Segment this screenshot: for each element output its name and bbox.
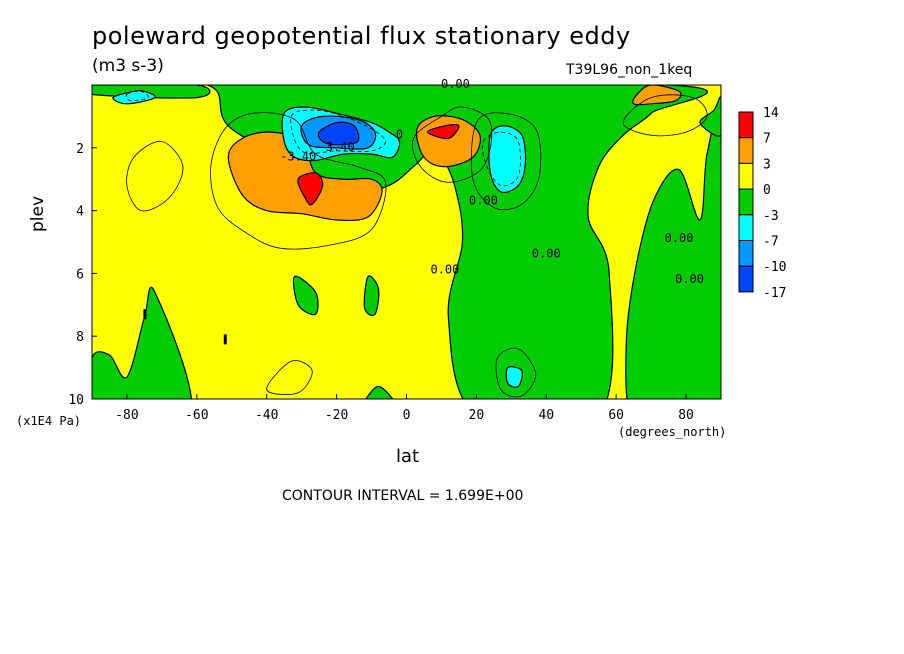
contour-line-layer — [125, 90, 708, 398]
contour-labels: 0.00 -3.40-3.40 0.00 0.00 0.00 0.00 0.00 0 — [280, 77, 704, 286]
region-negative — [92, 286, 192, 399]
region-7-to-14 — [297, 172, 324, 206]
legend-swatch — [738, 188, 754, 216]
region-negative — [363, 275, 380, 317]
x-tick-label: -40 — [255, 408, 278, 423]
contour-value-label: 0.00 — [469, 193, 498, 207]
legend-level-label: 7 — [763, 132, 771, 147]
contour-line — [470, 112, 542, 211]
y-tick-label: 4 — [76, 205, 84, 220]
region-minus-10-to-minus-17 — [317, 121, 360, 146]
y-tick-label: 2 — [76, 142, 84, 157]
contour-line — [622, 94, 708, 137]
x-tick-label: -60 — [185, 408, 208, 423]
region-minus-3-to-minus-7 — [112, 89, 157, 105]
region-minus-3-to-minus-7 — [488, 125, 527, 193]
legend-swatch — [738, 265, 754, 293]
region-negative — [699, 96, 721, 137]
legend-swatch — [738, 214, 754, 242]
region-negative — [292, 275, 319, 316]
contour-line — [411, 106, 493, 183]
x-axis-units: (degrees_north) — [618, 425, 727, 439]
contour-value-label: 0.00 — [430, 262, 459, 276]
x-tick-label: 20 — [469, 408, 485, 423]
contour-value-label: -3.40 — [319, 140, 355, 154]
legend-level-label: 14 — [763, 106, 779, 121]
x-tick-label: 0 — [403, 408, 411, 423]
legend-level-label: 3 — [763, 157, 771, 172]
x-tick-label: 60 — [608, 408, 624, 423]
contour-value-label: -3.40 — [280, 149, 316, 163]
contour-line-dashed — [290, 109, 386, 154]
contour-fill-layer — [92, 85, 721, 399]
y-tick-label: 6 — [76, 267, 84, 282]
region-negative — [625, 111, 721, 399]
contour-line-dashed — [125, 90, 149, 102]
legend-swatch — [738, 162, 754, 190]
contour-fragment — [223, 334, 227, 345]
x-tick-label: 40 — [538, 408, 554, 423]
legend-level-label: -17 — [763, 286, 786, 301]
legend-level-label: -10 — [763, 260, 786, 275]
contour-line — [210, 112, 387, 250]
contour-line — [495, 347, 537, 398]
y-tick-label: 8 — [76, 330, 84, 345]
contour-line-dashed — [482, 131, 521, 187]
x-tick-label: -20 — [325, 408, 348, 423]
legend-swatch — [738, 240, 754, 267]
x-tick-label: -80 — [115, 408, 138, 423]
contour-value-label: 0 — [396, 127, 403, 141]
contour-fragment — [143, 309, 147, 320]
legend-swatch — [738, 137, 754, 164]
chart-title: poleward geopotential flux stationary ed… — [92, 22, 631, 50]
legend-swatch — [738, 111, 754, 139]
region-7-to-14 — [426, 124, 460, 140]
y-axis-units: (x1E4 Pa) — [16, 414, 82, 428]
contour-line — [126, 141, 184, 212]
x-tick-label: 80 — [678, 408, 694, 423]
legend-level-label: -7 — [763, 235, 779, 250]
y-axis: 2 4 6 8 10 — [68, 142, 97, 408]
contour-value-label: 0.00 — [665, 231, 694, 245]
contour-line — [266, 360, 313, 395]
legend-level-label: -3 — [763, 209, 779, 224]
contour-value-label: 0.00 — [675, 272, 704, 286]
color-legend: 14 7 3 0 -3 -7 -10 -17 — [738, 106, 786, 301]
contour-value-label: 0.00 — [532, 247, 561, 261]
contour-interval: CONTOUR INTERVAL = 1.699E+00 — [282, 488, 524, 504]
x-axis: -80 -60 -40 -20 0 20 40 60 80 — [115, 394, 694, 423]
legend-level-label: 0 — [763, 183, 771, 198]
region-minus-3-to-minus-7 — [505, 366, 523, 388]
chart-units: (m3 s-3) — [92, 56, 164, 76]
dataset-label: T39L96_non_1keq — [566, 62, 693, 78]
region-3-to-7 — [632, 85, 682, 106]
x-axis-label: lat — [396, 446, 420, 467]
contour-value-label: 0.00 — [441, 77, 470, 91]
y-tick-label: 10 — [68, 393, 84, 408]
